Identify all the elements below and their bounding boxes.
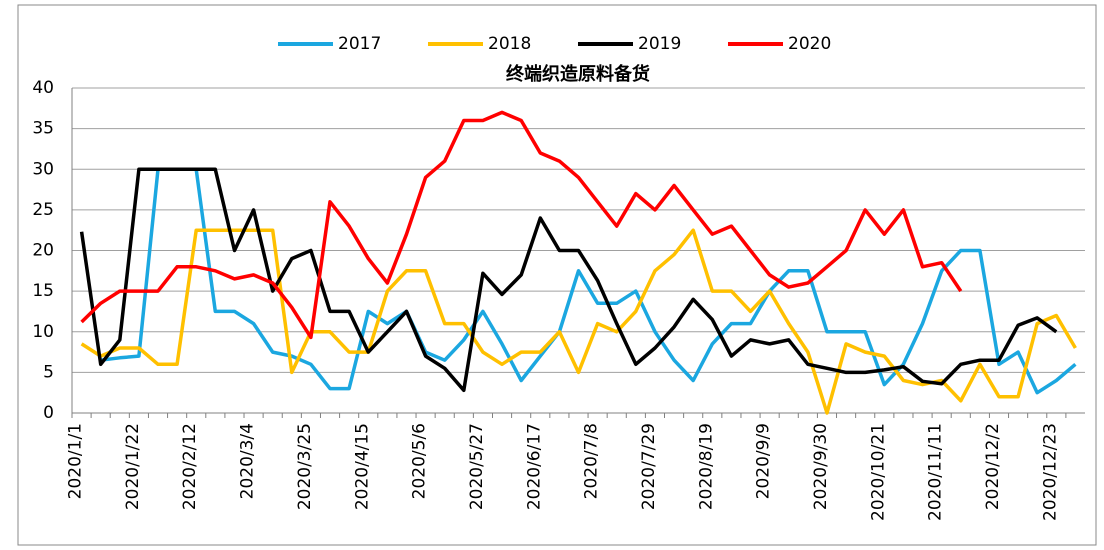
y-tick-label: 15 — [32, 281, 54, 301]
x-tick-label: 2020/5/6 — [410, 423, 430, 499]
series-line — [100, 167, 1077, 395]
x-tick-label: 2020/1/22 — [123, 423, 143, 510]
legend-label: 2018 — [488, 34, 531, 54]
series-line — [79, 167, 1058, 393]
x-tick-label: 2020/10/21 — [868, 423, 888, 521]
legend-label: 2017 — [338, 34, 381, 54]
y-tick-label: 0 — [43, 403, 54, 423]
legend-label: 2020 — [788, 34, 831, 54]
series-line — [80, 110, 963, 340]
x-tick-label: 2020/3/25 — [295, 423, 315, 510]
x-tick-label: 2020/7/29 — [639, 423, 659, 510]
x-tick-label: 2020/2/12 — [180, 423, 200, 510]
x-tick-label: 2020/1/1 — [66, 423, 86, 499]
y-tick-label: 20 — [32, 241, 54, 261]
y-tick-label: 5 — [43, 362, 54, 382]
x-tick-label: 2020/12/2 — [983, 423, 1003, 510]
x-tick-label: 2020/6/17 — [524, 423, 544, 510]
x-tick-label: 2020/7/8 — [582, 423, 602, 499]
x-tick-label: 2020/8/19 — [696, 423, 716, 510]
x-tick-label: 2020/9/9 — [754, 423, 774, 499]
series-line — [80, 228, 1077, 415]
chart-frame — [17, 4, 1097, 546]
chart-title: 终端织造原料备货 — [506, 63, 650, 85]
legend-label: 2019 — [638, 34, 681, 54]
x-tick-label: 2020/11/11 — [926, 423, 946, 521]
x-tick-label: 2020/4/15 — [352, 423, 372, 510]
x-tick-label: 2020/3/4 — [238, 423, 258, 499]
y-tick-label: 35 — [32, 119, 54, 139]
y-tick-label: 10 — [32, 322, 54, 342]
y-tick-label: 25 — [32, 200, 54, 220]
y-tick-label: 40 — [32, 78, 54, 98]
x-tick-label: 2020/12/23 — [1040, 423, 1060, 521]
x-tick-label: 2020/9/30 — [811, 423, 831, 510]
y-tick-label: 30 — [32, 159, 54, 179]
x-tick-label: 2020/5/27 — [467, 423, 487, 510]
